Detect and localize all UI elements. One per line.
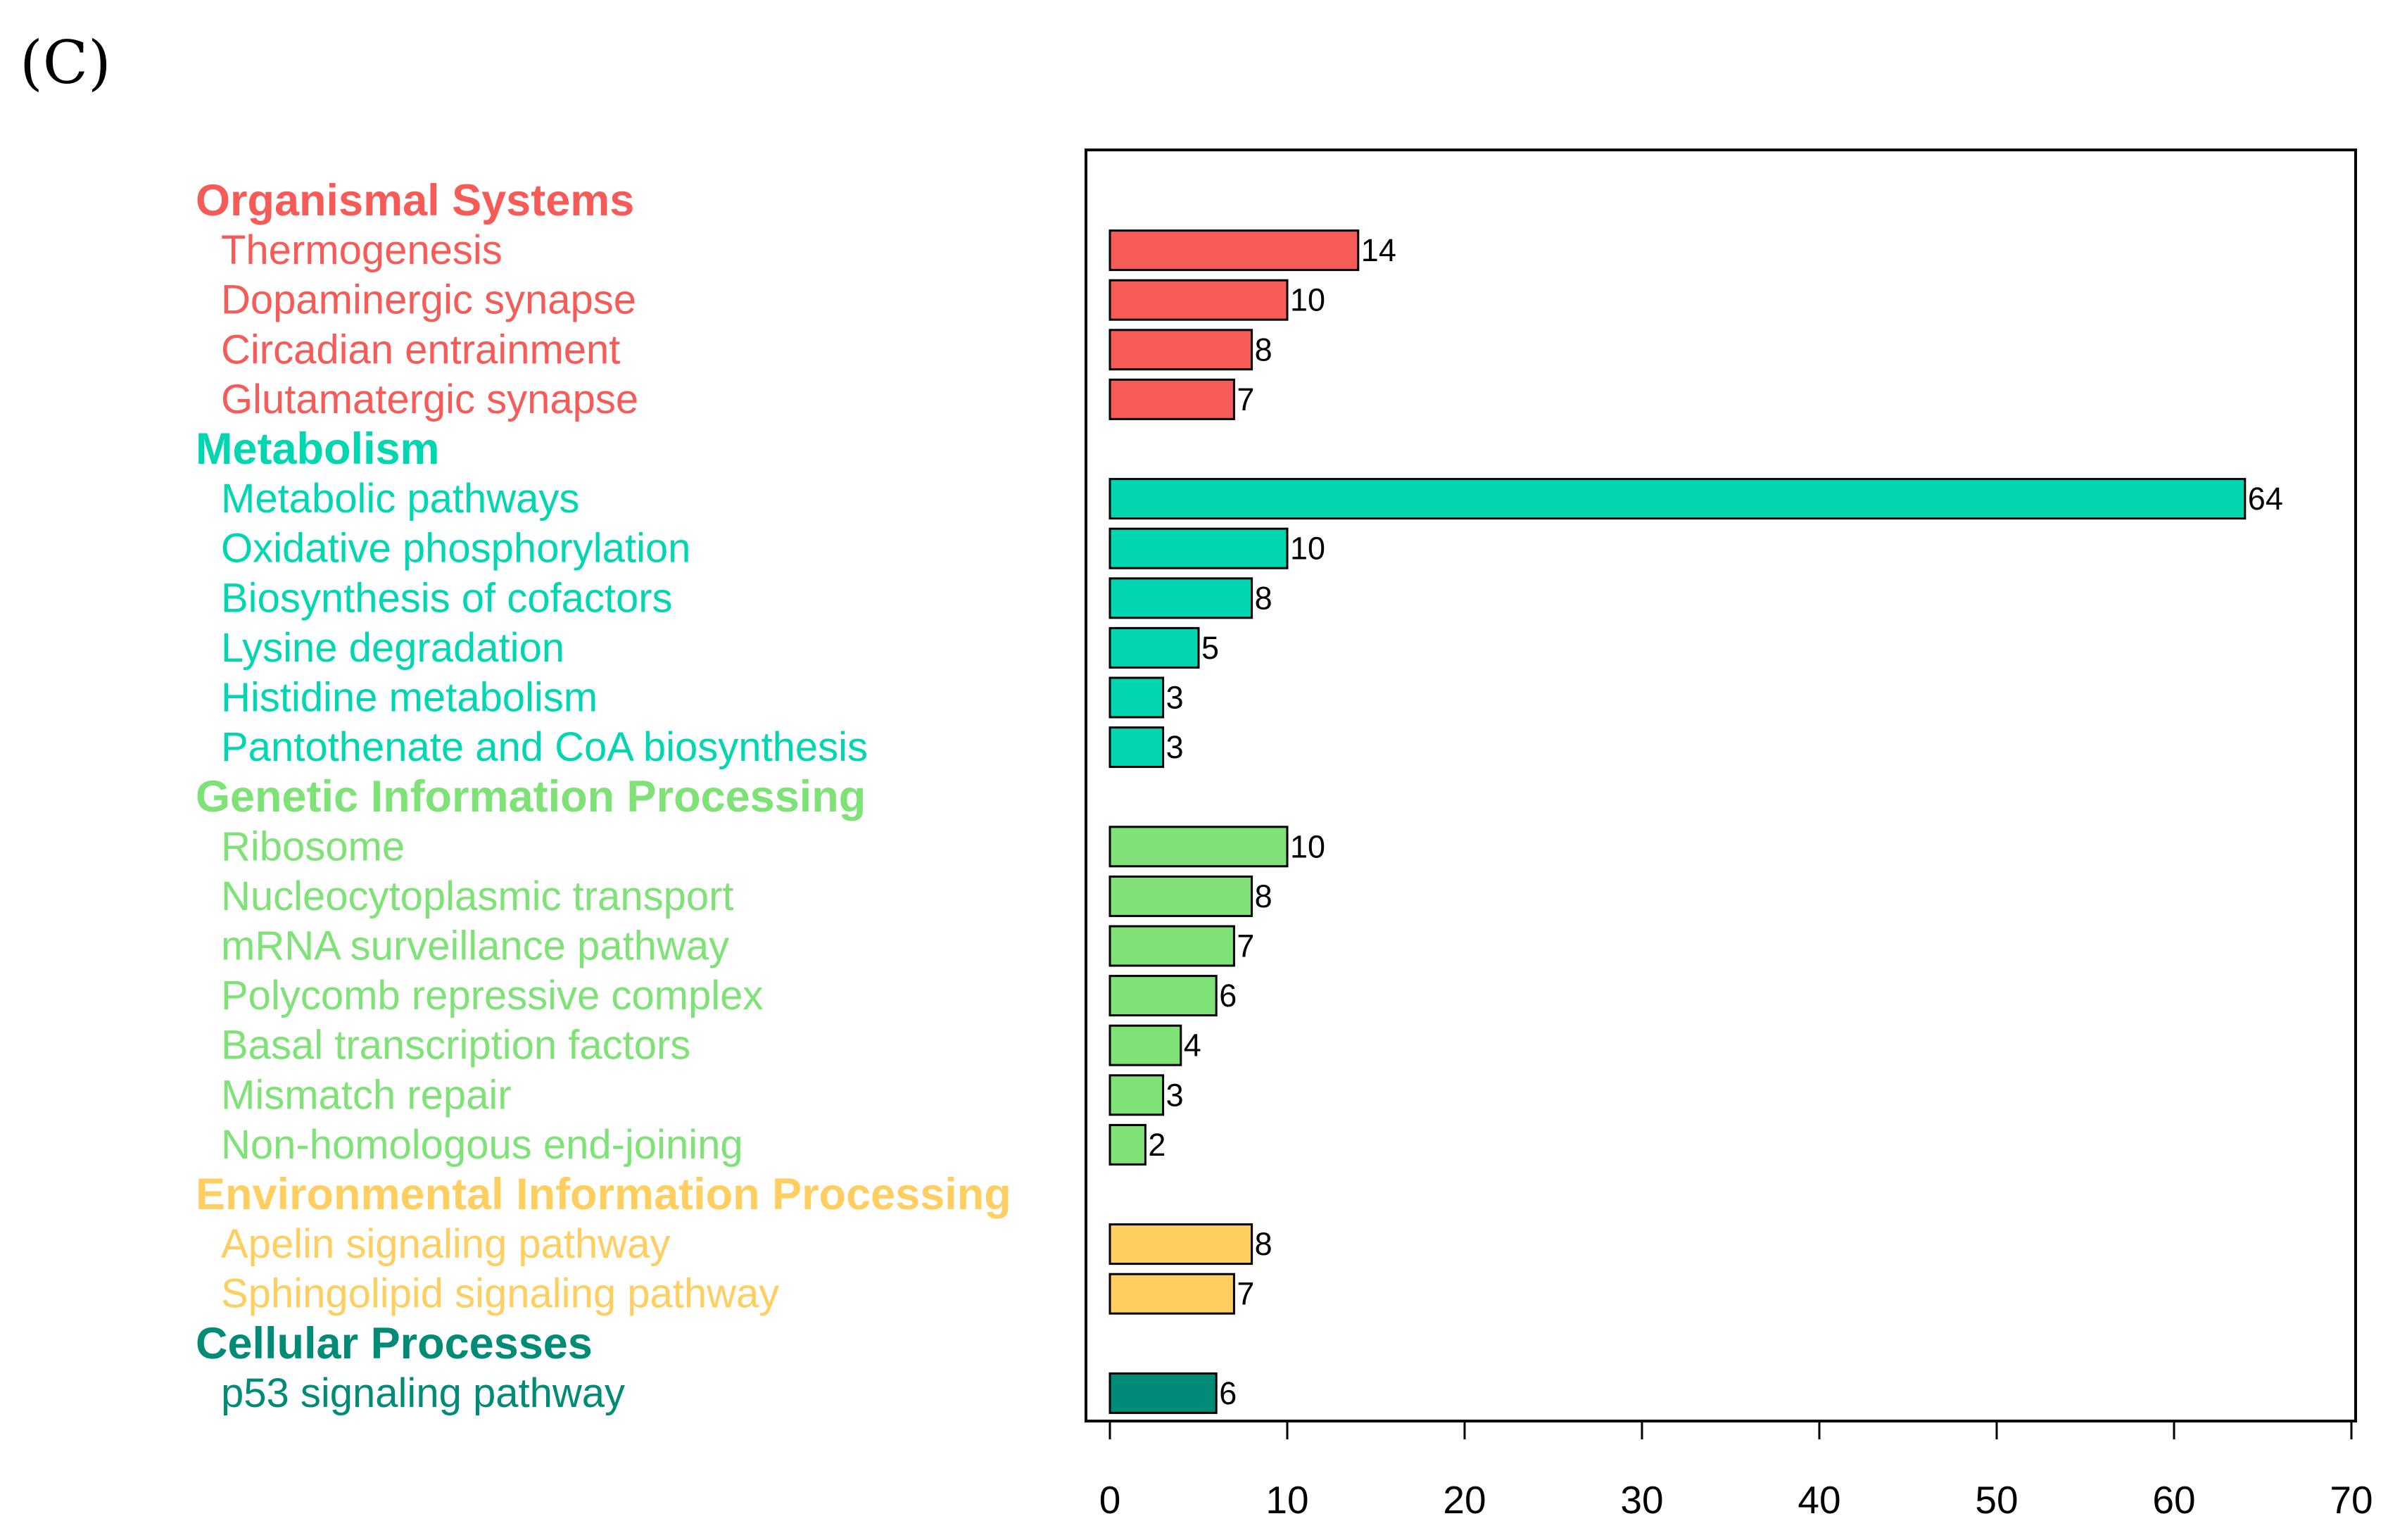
pathway-label-histidine-metabolism: Histidine metabolism <box>221 675 598 721</box>
bar-pantothenate-and-coa-biosynthesis <box>1108 726 1165 769</box>
bar-ribosome <box>1108 826 1289 868</box>
x-tick-label-70: 70 <box>2330 1478 2373 1522</box>
bar-lysine-degradation <box>1108 626 1200 669</box>
pathway-label-metabolic-pathways: Metabolic pathways <box>221 476 579 522</box>
category-label-genetic-information-processing: Genetic Information Processing <box>196 772 866 821</box>
value-label-pantothenate-and-coa-biosynthesis: 3 <box>1166 729 1184 765</box>
bars <box>1108 229 2247 1414</box>
pathway-label-ribosome: Ribosome <box>221 823 405 869</box>
value-label-circadian-entrainment: 8 <box>1255 332 1272 367</box>
value-label-mrna-surveillance-pathway: 7 <box>1237 928 1254 964</box>
value-label-thermogenesis: 14 <box>1361 232 1396 268</box>
category-label-metabolism: Metabolism <box>196 424 440 474</box>
bar-histidine-metabolism <box>1108 676 1165 719</box>
value-label-metabolic-pathways: 64 <box>2248 481 2283 517</box>
value-label-non-homologous-end-joining: 2 <box>1148 1127 1165 1163</box>
category-label-organismal-systems: Organismal Systems <box>196 176 634 225</box>
value-label-apelin-signaling-pathway: 8 <box>1255 1226 1272 1262</box>
bar-dopaminergic-synapse <box>1108 279 1289 321</box>
pathway-label-biosynthesis-of-cofactors: Biosynthesis of cofactors <box>221 575 673 621</box>
pathway-label-dopaminergic-synapse: Dopaminergic synapse <box>221 277 636 323</box>
pathway-label-circadian-entrainment: Circadian entrainment <box>221 327 620 372</box>
x-tick-label-30: 30 <box>1620 1478 1663 1522</box>
bar-sphingolipid-signaling-pathway <box>1108 1273 1235 1315</box>
bar-polycomb-repressive-complex <box>1108 975 1218 1017</box>
value-label-p53-signaling-pathway: 6 <box>1219 1375 1237 1411</box>
bar-circadian-entrainment <box>1108 329 1253 371</box>
bar-apelin-signaling-pathway <box>1108 1223 1253 1266</box>
pathway-label-p53-signaling-pathway: p53 signaling pathway <box>221 1370 625 1416</box>
bar-biosynthesis-of-cofactors <box>1108 577 1253 619</box>
value-label-oxidative-phosphorylation: 10 <box>1290 531 1325 567</box>
bar-oxidative-phosphorylation <box>1108 527 1289 569</box>
bar-nucleocytoplasmic-transport <box>1108 875 1253 917</box>
value-label-mismatch-repair: 3 <box>1166 1077 1184 1113</box>
plot-frame <box>1085 149 2357 1422</box>
pathway-label-non-homologous-end-joining: Non-homologous end-joining <box>221 1122 743 1168</box>
pathway-label-basal-transcription-factors: Basal transcription factors <box>221 1023 690 1068</box>
value-label-biosynthesis-of-cofactors: 8 <box>1255 580 1272 616</box>
pathway-label-glutamatergic-synapse: Glutamatergic synapse <box>221 377 638 422</box>
category-label-cellular-processes: Cellular Processes <box>196 1319 593 1368</box>
pathway-label-apelin-signaling-pathway: Apelin signaling pathway <box>221 1221 670 1267</box>
pathway-label-thermogenesis: Thermogenesis <box>221 227 503 273</box>
x-tick-label-40: 40 <box>1798 1478 1840 1522</box>
value-label-glutamatergic-synapse: 7 <box>1237 381 1254 417</box>
x-axis: 0 10 20 30 40 50 60 70 <box>1099 1420 2373 1522</box>
bar-mrna-surveillance-pathway <box>1108 925 1235 967</box>
x-tick-label-50: 50 <box>1975 1478 2018 1522</box>
panel-label: (C) <box>20 28 111 97</box>
pathway-label-pantothenate-and-coa-biosynthesis: Pantothenate and CoA biosynthesis <box>221 724 868 770</box>
x-tick-label-60: 60 <box>2152 1478 2195 1522</box>
bar-basal-transcription-factors <box>1108 1024 1182 1066</box>
pathway-labels: Organismal SystemsThermogenesisDopaminer… <box>196 176 1011 1416</box>
value-label-basal-transcription-factors: 4 <box>1184 1028 1201 1064</box>
x-tick-label-10: 10 <box>1265 1478 1308 1522</box>
pathway-label-polycomb-repressive-complex: Polycomb repressive complex <box>221 973 763 1018</box>
pathway-label-oxidative-phosphorylation: Oxidative phosphorylation <box>221 526 690 572</box>
pathway-label-lysine-degradation: Lysine degradation <box>221 625 564 671</box>
bar-metabolic-pathways <box>1108 478 2247 520</box>
pathway-label-nucleocytoplasmic-transport: Nucleocytoplasmic transport <box>221 873 734 919</box>
pathway-label-mismatch-repair: Mismatch repair <box>221 1072 512 1118</box>
value-label-dopaminergic-synapse: 10 <box>1290 282 1325 318</box>
bar-thermogenesis <box>1108 229 1360 272</box>
x-tick-label-20: 20 <box>1443 1478 1486 1522</box>
x-tick-label-0: 0 <box>1099 1478 1121 1522</box>
category-label-environmental-information-processing: Environmental Information Processing <box>196 1170 1011 1219</box>
pathway-label-sphingolipid-signaling-pathway: Sphingolipid signaling pathway <box>221 1271 779 1317</box>
value-label-ribosome: 10 <box>1290 828 1325 864</box>
value-label-sphingolipid-signaling-pathway: 7 <box>1237 1276 1254 1312</box>
pathway-label-mrna-surveillance-pathway: mRNA surveillance pathway <box>221 923 729 969</box>
bar-glutamatergic-synapse <box>1108 378 1235 420</box>
bar-p53-signaling-pathway <box>1108 1372 1218 1414</box>
bar-non-homologous-end-joining <box>1108 1123 1146 1166</box>
bar-mismatch-repair <box>1108 1074 1165 1116</box>
value-label-lysine-degradation: 5 <box>1201 630 1219 666</box>
value-label-histidine-metabolism: 3 <box>1166 680 1184 716</box>
value-label-nucleocytoplasmic-transport: 8 <box>1255 878 1272 914</box>
value-label-polycomb-repressive-complex: 6 <box>1219 978 1237 1014</box>
